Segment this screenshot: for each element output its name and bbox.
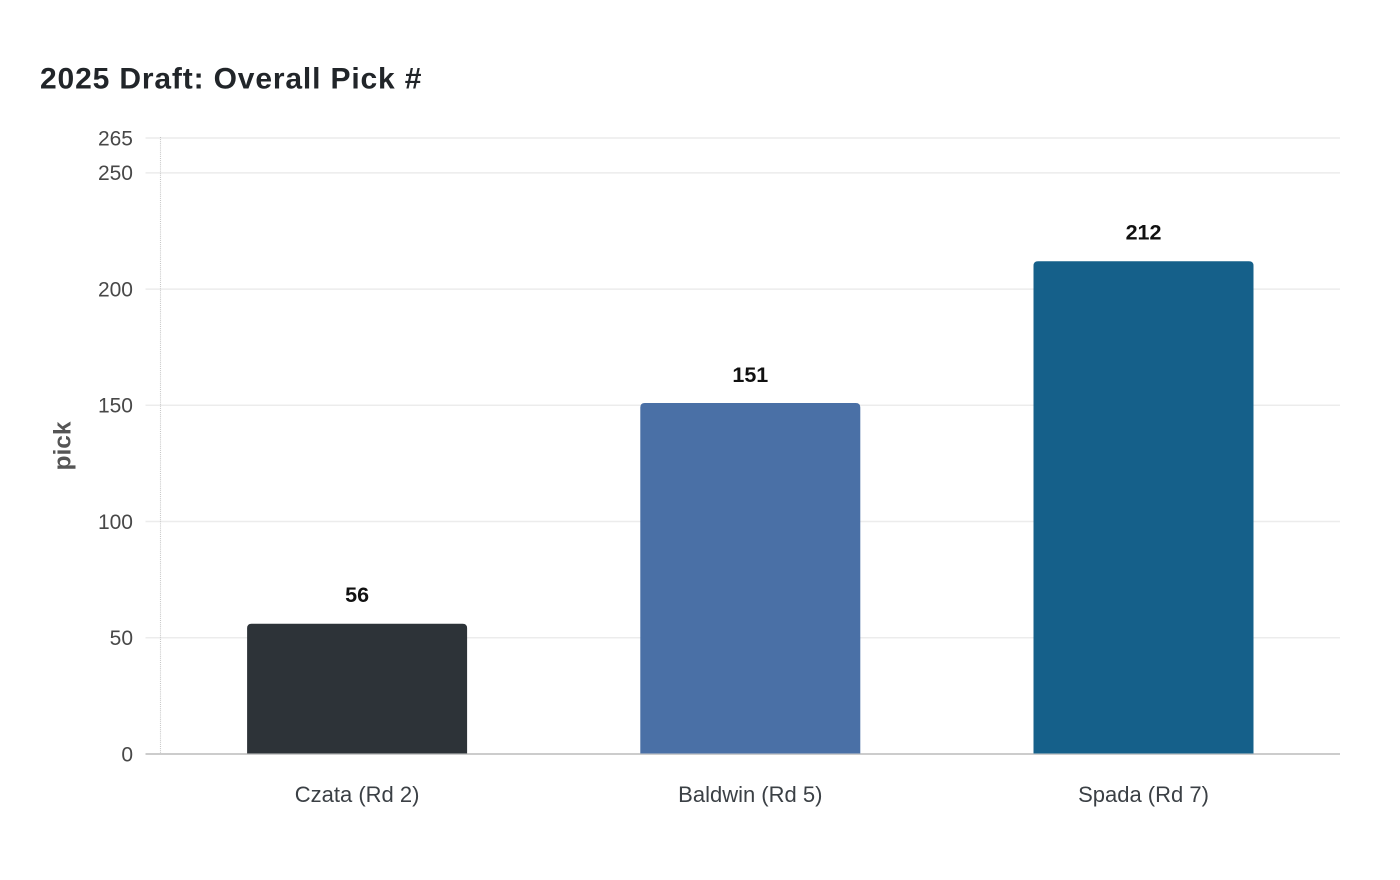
svg-text:212: 212 <box>1126 221 1162 245</box>
svg-text:250: 250 <box>98 162 133 185</box>
svg-text:pick: pick <box>50 421 77 470</box>
svg-text:Baldwin (Rd 5): Baldwin (Rd 5) <box>678 782 822 807</box>
svg-text:Czata (Rd 2): Czata (Rd 2) <box>295 782 420 807</box>
svg-text:100: 100 <box>98 511 133 534</box>
svg-text:200: 200 <box>98 278 133 301</box>
svg-text:0: 0 <box>121 743 133 766</box>
svg-text:265: 265 <box>98 127 133 150</box>
svg-text:2025 Draft: Overall Pick #: 2025 Draft: Overall Pick # <box>40 63 422 96</box>
svg-text:151: 151 <box>732 363 768 387</box>
svg-text:Spada (Rd 7): Spada (Rd 7) <box>1078 782 1209 807</box>
svg-text:56: 56 <box>345 583 369 607</box>
svg-text:150: 150 <box>98 395 133 418</box>
svg-text:50: 50 <box>110 627 133 650</box>
